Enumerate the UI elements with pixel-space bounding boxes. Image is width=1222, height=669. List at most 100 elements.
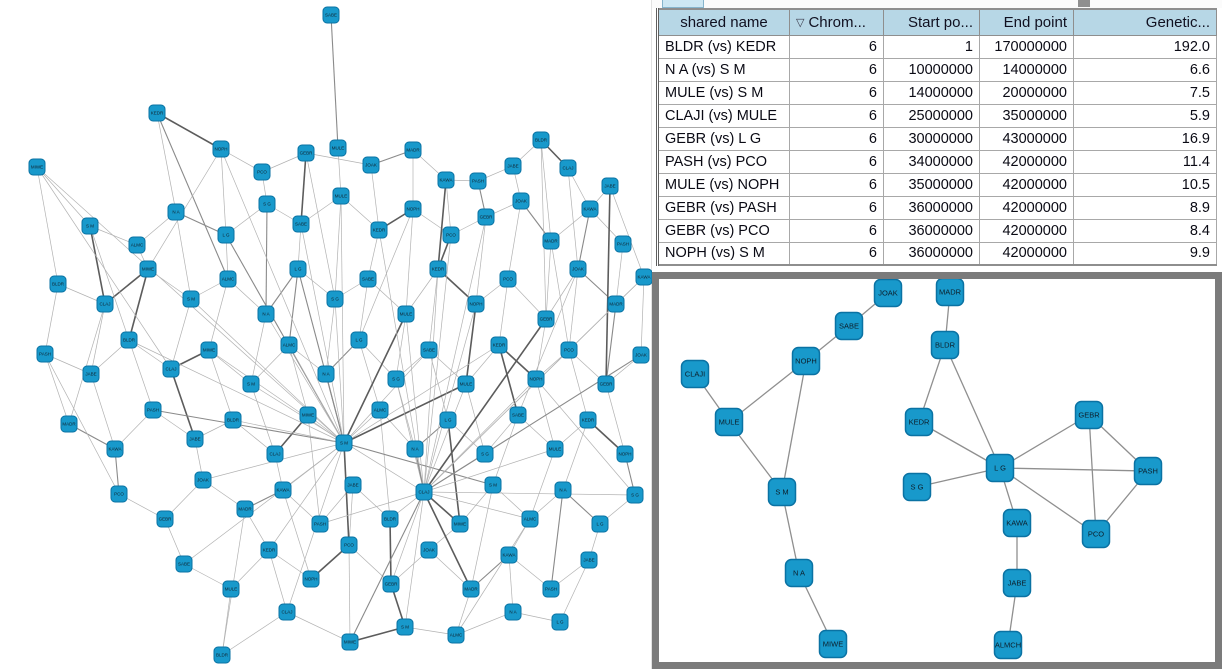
network-node[interactable]: S M bbox=[396, 618, 414, 636]
network-node[interactable]: KEDR bbox=[490, 336, 508, 354]
network-node[interactable]: MADR bbox=[404, 141, 422, 159]
network-node[interactable]: L G bbox=[551, 613, 569, 631]
network-edge[interactable] bbox=[190, 298, 345, 444]
column-header[interactable]: Genetic... bbox=[1073, 8, 1217, 36]
network-node[interactable]: ALMC bbox=[371, 401, 389, 419]
network-edge[interactable] bbox=[286, 611, 351, 643]
table-row[interactable]: GEBR (vs) PASH 6 36000000 42000000 8.9 bbox=[657, 195, 1217, 220]
network-node[interactable]: PASH bbox=[469, 172, 487, 190]
network-edge[interactable] bbox=[348, 484, 354, 546]
network-node[interactable]: MULE bbox=[457, 375, 475, 393]
network-node[interactable]: JABE bbox=[186, 430, 204, 448]
network-node[interactable]: PCO bbox=[110, 485, 128, 503]
network-edge[interactable] bbox=[550, 489, 564, 590]
network-node[interactable]: SABE bbox=[420, 341, 438, 359]
network-edge[interactable] bbox=[567, 167, 579, 270]
network-edge[interactable] bbox=[175, 211, 192, 300]
network-edge[interactable] bbox=[535, 378, 556, 450]
network-edge[interactable] bbox=[343, 442, 350, 546]
network-node[interactable]: S G bbox=[326, 290, 344, 308]
network-node[interactable]: JOAK bbox=[362, 156, 380, 174]
network-node[interactable]: KAWA bbox=[635, 268, 652, 286]
network-node[interactable]: PCO bbox=[560, 341, 578, 359]
network-node[interactable]: S M bbox=[242, 375, 260, 393]
table-row[interactable]: MULE (vs) NOPH 6 35000000 42000000 10.5 bbox=[657, 172, 1217, 197]
network-node[interactable]: JABE bbox=[580, 551, 598, 569]
network-node[interactable]: CLAJ bbox=[96, 295, 114, 313]
network-edge[interactable] bbox=[498, 278, 509, 346]
node-L-G[interactable]: L G bbox=[985, 453, 1015, 483]
network-node[interactable]: S M bbox=[182, 290, 200, 308]
node-JABE[interactable]: JABE bbox=[1002, 568, 1032, 598]
network-node[interactable]: KEDR bbox=[429, 260, 447, 278]
network-edge[interactable] bbox=[36, 166, 91, 227]
network-node[interactable]: N A bbox=[317, 365, 335, 383]
network-node[interactable]: KAWA bbox=[274, 481, 292, 499]
network-node[interactable]: SABE bbox=[175, 555, 193, 573]
network-edge[interactable] bbox=[268, 442, 345, 551]
network-node[interactable]: NOPH bbox=[527, 370, 545, 388]
network-edge[interactable] bbox=[44, 353, 70, 425]
column-header[interactable]: ▽ Chrom... bbox=[789, 8, 884, 36]
network-edge[interactable] bbox=[404, 491, 425, 628]
network-node[interactable]: GEBR bbox=[382, 575, 400, 593]
network-node[interactable]: NOPH bbox=[212, 140, 230, 158]
network-node[interactable]: S G bbox=[626, 486, 644, 504]
column-header[interactable]: End point bbox=[979, 8, 1074, 36]
table-row[interactable]: GEBR (vs) L G 6 30000000 43000000 16.9 bbox=[657, 126, 1217, 151]
network-node[interactable]: CLAJ bbox=[415, 483, 433, 501]
network-node[interactable]: KEDR bbox=[260, 541, 278, 559]
network-edge[interactable] bbox=[640, 276, 645, 356]
network-node[interactable]: JABE bbox=[601, 177, 619, 195]
network-node[interactable]: MIWE bbox=[451, 515, 469, 533]
network-edge[interactable] bbox=[781, 360, 807, 493]
network-edge[interactable] bbox=[208, 349, 234, 421]
network-edge[interactable] bbox=[305, 152, 336, 300]
table-row[interactable]: CLAJI (vs) MULE 6 25000000 35000000 5.9 bbox=[657, 103, 1217, 128]
network-node[interactable]: BLDR bbox=[120, 331, 138, 349]
network-edge[interactable] bbox=[605, 185, 611, 385]
network-edge[interactable] bbox=[545, 240, 552, 320]
network-node[interactable]: L G bbox=[591, 515, 609, 533]
network-edge[interactable] bbox=[358, 278, 369, 341]
main-network-panel[interactable]: SABE MULE KEDR NOPH PCO GEBR JOAK MADR KAWA PASH J… bbox=[0, 0, 652, 669]
network-edge[interactable] bbox=[423, 318, 547, 493]
network-edge[interactable] bbox=[559, 559, 590, 623]
network-edge[interactable] bbox=[44, 283, 59, 355]
network-edge[interactable] bbox=[423, 378, 537, 493]
network-node[interactable]: NOPH bbox=[302, 570, 320, 588]
network-edge[interactable] bbox=[999, 467, 1097, 535]
network-node[interactable]: PASH bbox=[614, 235, 632, 253]
network-node[interactable]: BLDR bbox=[213, 646, 231, 664]
network-edge[interactable] bbox=[545, 268, 579, 320]
table-row[interactable]: N A (vs) S M 6 10000000 14000000 6.6 bbox=[657, 57, 1217, 82]
network-node[interactable]: JOAK bbox=[512, 192, 530, 210]
network-edge[interactable] bbox=[370, 164, 380, 231]
network-edge[interactable] bbox=[423, 303, 617, 493]
network-edge[interactable] bbox=[44, 353, 120, 495]
network-node[interactable]: JOAK bbox=[420, 541, 438, 559]
network-edge[interactable] bbox=[358, 208, 414, 341]
network-node[interactable]: KEDR bbox=[579, 411, 597, 429]
network-edge[interactable] bbox=[288, 268, 299, 346]
network-edge[interactable] bbox=[232, 419, 345, 444]
node-PASH[interactable]: PASH bbox=[1133, 456, 1163, 486]
network-edge[interactable] bbox=[221, 611, 288, 656]
network-node[interactable]: JABE bbox=[344, 476, 362, 494]
network-edge[interactable] bbox=[395, 313, 407, 380]
network-edge[interactable] bbox=[349, 626, 406, 643]
network-edge[interactable] bbox=[300, 152, 307, 225]
node-JOAK[interactable]: JOAK bbox=[873, 279, 903, 308]
network-edge[interactable] bbox=[615, 243, 624, 305]
network-node[interactable]: MIWE bbox=[200, 341, 218, 359]
network-edge[interactable] bbox=[265, 313, 345, 444]
node-SABE[interactable]: SABE bbox=[834, 311, 864, 341]
network-edge[interactable] bbox=[340, 195, 345, 444]
network-node[interactable]: PASH bbox=[311, 515, 329, 533]
network-edge[interactable] bbox=[36, 166, 59, 285]
network-edge[interactable] bbox=[282, 442, 345, 491]
node-GEBR[interactable]: GEBR bbox=[1074, 400, 1104, 430]
network-edge[interactable] bbox=[90, 303, 106, 375]
network-edge[interactable] bbox=[128, 339, 154, 411]
